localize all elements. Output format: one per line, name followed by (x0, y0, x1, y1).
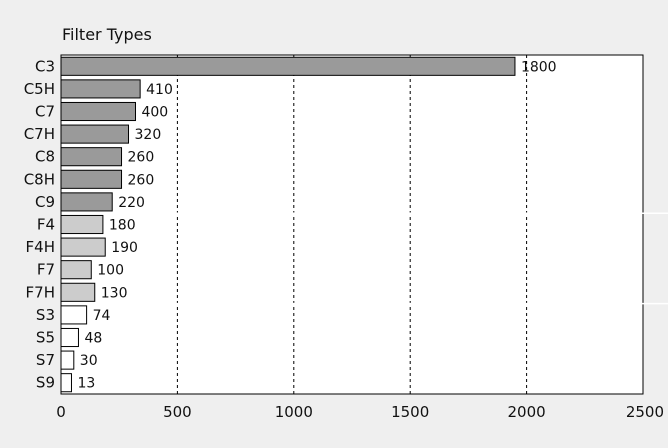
plot-area (60, 54, 644, 395)
x-tick-label: 1000 (275, 403, 313, 421)
y-tick-label: F4H (26, 238, 55, 256)
data-label: 130 (101, 285, 128, 301)
bar (60, 282, 96, 302)
data-label: 260 (128, 172, 155, 188)
y-tick-label: C5H (24, 80, 55, 98)
y-tick-label: F7H (26, 283, 55, 301)
bar (60, 305, 88, 325)
y-tick-label: S9 (36, 374, 55, 392)
bar (60, 101, 136, 122)
bar (60, 79, 141, 99)
y-tick-label: C8 (35, 148, 55, 166)
x-tick-label: 0 (56, 403, 66, 421)
data-label: 100 (97, 263, 124, 279)
y-tick-label: C7 (35, 103, 55, 121)
data-label: 180 (109, 218, 136, 234)
y-tick-label: S7 (36, 351, 55, 369)
data-label: 260 (128, 150, 155, 166)
data-label: 30 (80, 353, 98, 369)
data-label: 190 (111, 240, 138, 256)
x-tick-label: 2500 (626, 403, 664, 421)
x-tick-label: 1500 (391, 403, 429, 421)
data-label: 400 (141, 105, 168, 121)
bar (60, 214, 104, 235)
bar (60, 327, 79, 348)
data-label: 1800 (521, 59, 557, 75)
y-tick-label: C3 (35, 57, 55, 75)
bar (60, 169, 123, 189)
data-labels: 1800 410 400 320 260 260 220 180 190 100 130 74 48 30… (77, 59, 556, 391)
data-label: 13 (77, 376, 95, 392)
group-separators (62, 212, 668, 305)
y-tick-label: C9 (35, 193, 55, 211)
y-tick-label: S5 (36, 329, 55, 347)
y-tick-label: F4 (37, 216, 55, 234)
bars (60, 56, 516, 393)
x-tick-label: 2000 (508, 403, 546, 421)
y-tick-label: C8H (24, 170, 55, 188)
y-tick-label: C7H (24, 125, 55, 143)
bar (60, 147, 123, 167)
bar (60, 260, 92, 280)
chart-title: Filter Types (62, 25, 152, 44)
data-label: 48 (84, 331, 102, 347)
data-label: 320 (135, 127, 162, 143)
bar (60, 373, 72, 393)
bar (60, 237, 106, 257)
bar (60, 124, 130, 144)
bar (60, 350, 75, 370)
y-tick-labels: C3 C5H C7 C7H C8 C8H C9 F4 F4H F7 F7H S3 S5 S7 S9 (24, 57, 55, 391)
x-tick-labels: 0 500 1000 1500 2000 2500 (56, 403, 664, 421)
data-label: 220 (118, 195, 145, 211)
y-tick-label: S3 (36, 306, 55, 324)
data-label: 74 (93, 308, 111, 324)
data-label: 410 (146, 82, 173, 98)
y-tick-label: F7 (37, 261, 55, 279)
grid-lines (176, 55, 528, 394)
bar (60, 192, 113, 212)
bar (60, 56, 516, 76)
x-tick-label: 500 (163, 403, 192, 421)
